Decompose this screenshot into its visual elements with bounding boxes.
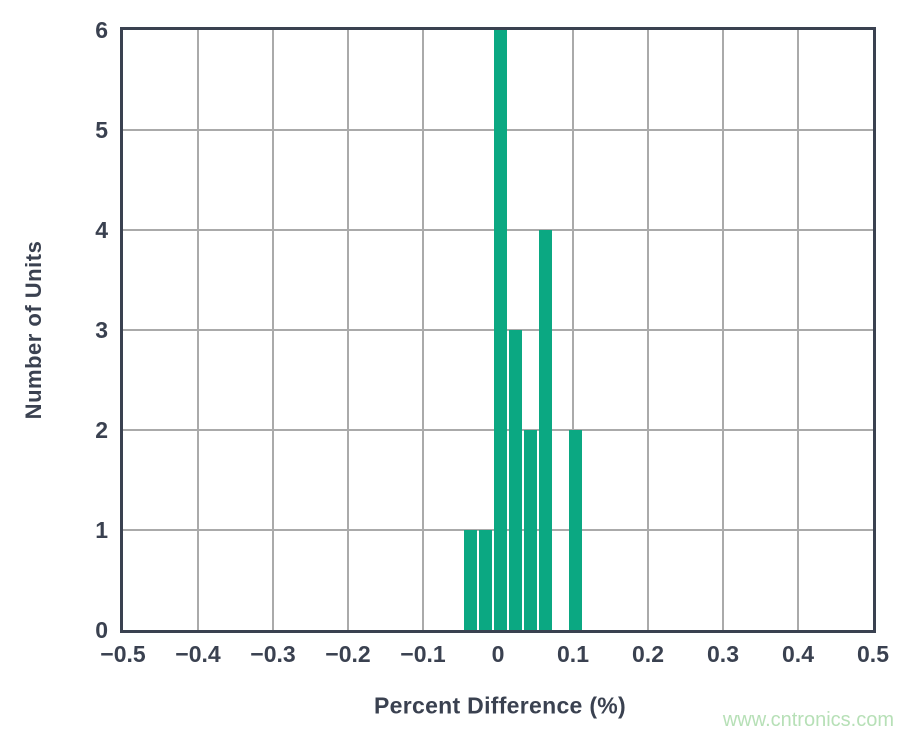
x-tick-label: 0.1 (557, 641, 589, 667)
histogram-bar (478, 530, 492, 630)
x-tick-label: 0 (491, 641, 505, 667)
y-tick-label: 5 (95, 117, 108, 143)
x-tick-label: 0.3 (707, 641, 739, 667)
histogram-bar (508, 330, 522, 630)
x-tick-label: 0.2 (632, 641, 664, 667)
y-tick-label: 4 (95, 217, 108, 243)
plot-area (120, 27, 876, 633)
x-axis-title: Percent Difference (%) (373, 692, 627, 719)
y-tick-label: 3 (95, 317, 108, 343)
x-tick-label: 0.5 (857, 641, 889, 667)
x-tick-label: −0.2 (325, 641, 371, 667)
x-tick-label: −0.3 (250, 641, 296, 667)
x-tick-label: 0.4 (782, 641, 814, 667)
histogram-bar (538, 230, 552, 630)
y-tick-label: 6 (95, 17, 108, 43)
histogram-bar (493, 30, 507, 630)
histogram-bar (523, 430, 537, 630)
histogram-bar (463, 530, 477, 630)
x-tick-label: −0.5 (100, 641, 146, 667)
y-tick-label: 0 (95, 617, 108, 643)
y-axis-title: Number of Units (21, 240, 46, 420)
y-tick-label: 1 (95, 517, 108, 543)
x-tick-label: −0.1 (400, 641, 446, 667)
x-tick-label: −0.4 (175, 641, 221, 667)
y-tick-label: 2 (95, 417, 108, 443)
histogram-bar (568, 430, 582, 630)
watermark-text: www.cntronics.com (722, 709, 894, 731)
